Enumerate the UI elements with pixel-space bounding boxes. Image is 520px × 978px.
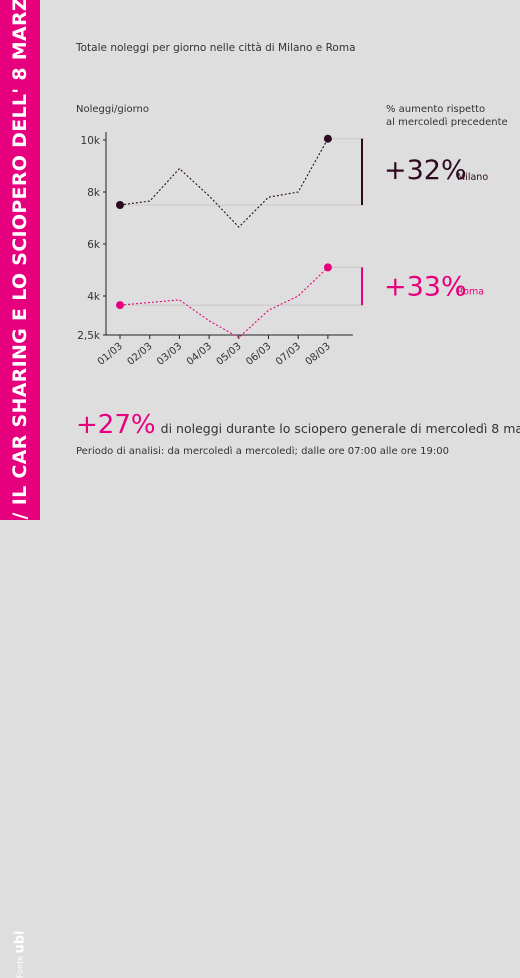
y-tick-label: 2,5k [77, 330, 101, 342]
increase-value-milano: +32% [384, 155, 467, 186]
x-tick-label: 02/03 [125, 341, 154, 368]
data-point-end-milano [323, 134, 332, 143]
chart-subtitle: Totale noleggi per giorno nelle città di… [76, 42, 356, 54]
data-point-end-roma [323, 263, 332, 272]
series-line-roma [119, 267, 329, 339]
source-logo: ubi [12, 930, 28, 954]
data-point-start-roma [116, 301, 124, 310]
sidebar: / IL CAR SHARING E LO SCIOPERO DELL' 8 M… [0, 0, 40, 978]
x-tick-label: 07/03 [274, 341, 303, 368]
y-tick-label: 6k [87, 239, 101, 251]
x-tick-label: 08/03 [304, 341, 333, 368]
headline-text: di noleggi durante lo sciopero generale … [160, 421, 520, 436]
y-tick-label: 8k [87, 187, 101, 199]
right-header-line: al mercoledì precedente [386, 116, 508, 128]
x-tick-label: 01/03 [96, 341, 125, 368]
source: Fonte ubi [0, 470, 40, 978]
x-tick-label: 06/03 [244, 341, 273, 368]
y-tick-label: 10k [81, 135, 101, 147]
y-axis-label: Noleggi/giorno [76, 104, 149, 115]
series-label-roma: Roma [457, 286, 484, 297]
headline-value: +27% [76, 410, 156, 440]
y-tick-label: 4k [87, 291, 101, 303]
increase-value-roma: +33% [384, 271, 467, 302]
source-label: Fonte [15, 955, 25, 978]
x-tick-label: 05/03 [215, 341, 244, 368]
x-tick-label: 04/03 [185, 341, 214, 368]
x-tick-label: 03/03 [155, 341, 184, 368]
footnote: Periodo di analisi: da mercoledì a merco… [76, 446, 449, 457]
line-chart: Noleggi/giorno 2,5k 4k 6k 8k 10k 01/03 02/03 03/… [76, 104, 508, 368]
right-header-line: % aumento rispetto [386, 104, 485, 115]
series-line-milano [119, 138, 329, 228]
headline: +27% di noleggi durante lo sciopero gene… [76, 410, 520, 440]
data-point-start-milano [116, 201, 124, 209]
series-label-milano: Milano [457, 172, 488, 183]
